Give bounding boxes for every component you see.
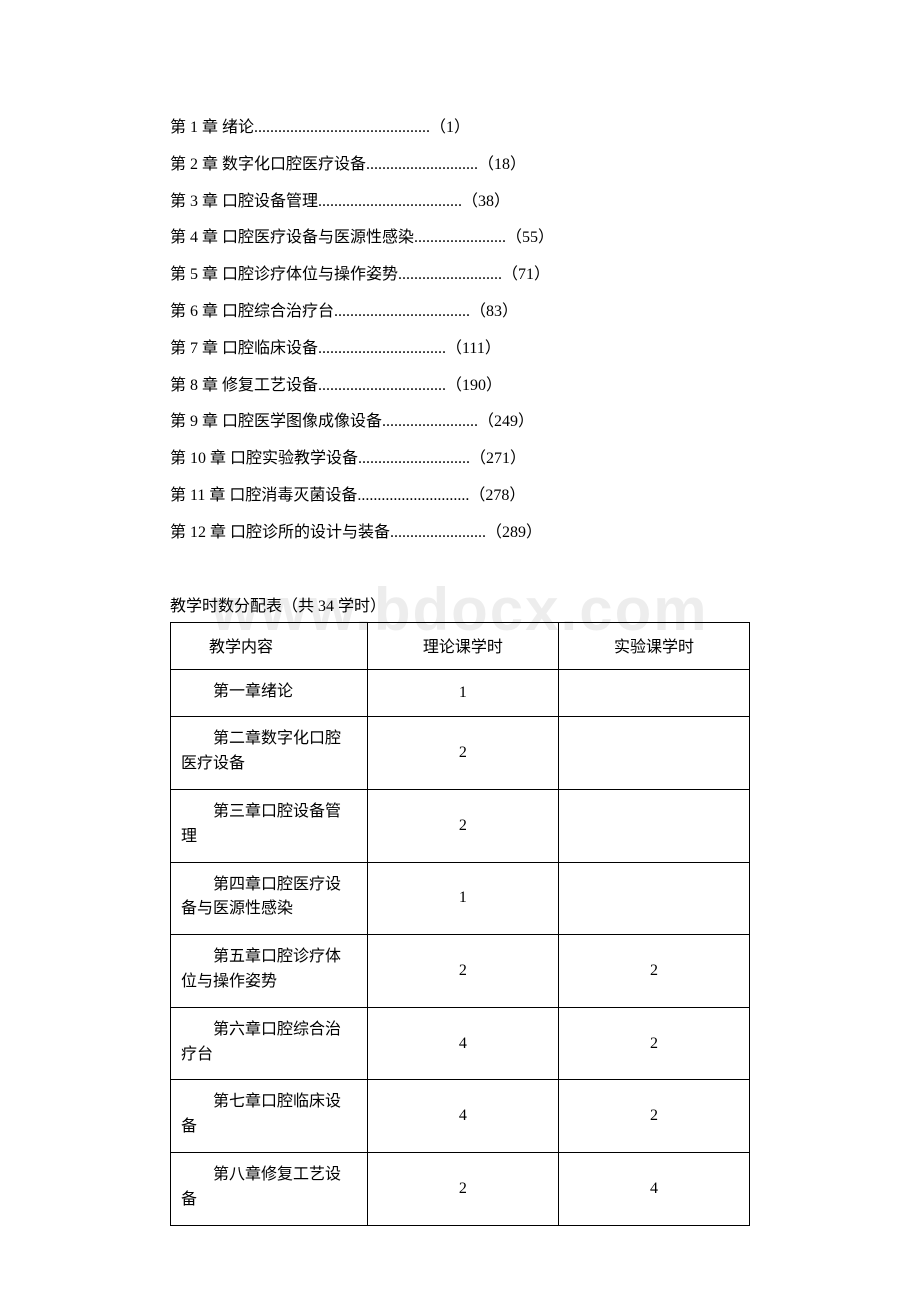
toc-dots: ................................ — [318, 340, 446, 357]
toc-line: 第 9 章 口腔医学图像成像设备........................… — [170, 404, 750, 441]
toc-label: 第 12 章 口腔诊所的设计与装备 — [170, 524, 390, 541]
document-page: www.bdocx.com 第 1 章 绪论..................… — [0, 0, 920, 1302]
cell-theory: 1 — [367, 669, 558, 717]
table-row: 第五章口腔诊疗体位与操作姿势 2 2 — [171, 935, 750, 1008]
section-gap — [170, 552, 750, 592]
toc-page: （71） — [502, 266, 550, 283]
toc-page: （271） — [470, 450, 526, 467]
table-caption: 教学时数分配表（共 34 学时） — [170, 592, 750, 616]
toc-page: （83） — [470, 303, 518, 320]
toc-page: （38） — [462, 193, 510, 210]
cell-lab — [558, 862, 749, 935]
cell-content: 第八章修复工艺设备 — [171, 1152, 368, 1225]
toc-label: 第 9 章 口腔医学图像成像设备 — [170, 413, 382, 430]
toc-line: 第 12 章 口腔诊所的设计与装备.......................… — [170, 515, 750, 552]
toc-label: 第 4 章 口腔医疗设备与医源性感染 — [170, 229, 414, 246]
cell-theory: 4 — [367, 1007, 558, 1080]
toc-label: 第 6 章 口腔综合治疗台 — [170, 303, 334, 320]
toc-page: （249） — [478, 413, 534, 430]
cell-content: 第三章口腔设备管理 — [171, 789, 368, 862]
toc-page: （111） — [446, 340, 501, 357]
cell-theory: 1 — [367, 862, 558, 935]
toc-dots: ........................ — [390, 524, 486, 541]
toc-line: 第 5 章 口腔诊疗体位与操作姿势.......................… — [170, 257, 750, 294]
toc-page: （289） — [486, 524, 542, 541]
table-row: 第三章口腔设备管理 2 — [171, 789, 750, 862]
cell-content-text: 第五章口腔诊疗体位与操作姿势 — [181, 945, 357, 995]
toc-label: 第 1 章 绪论 — [170, 119, 254, 136]
cell-content-text: 第八章修复工艺设备 — [181, 1163, 357, 1213]
toc-dots: .................................... — [318, 193, 462, 210]
toc-label: 第 3 章 口腔设备管理 — [170, 193, 318, 210]
toc-label: 第 8 章 修复工艺设备 — [170, 377, 318, 394]
header-lab: 实验课学时 — [558, 622, 749, 669]
cell-content: 第四章口腔医疗设备与医源性感染 — [171, 862, 368, 935]
toc-label: 第 11 章 口腔消毒灭菌设备 — [170, 487, 357, 504]
toc-dots: ........................................… — [254, 119, 430, 136]
cell-lab: 2 — [558, 1007, 749, 1080]
cell-theory: 2 — [367, 1152, 558, 1225]
toc-line: 第 11 章 口腔消毒灭菌设备.........................… — [170, 478, 750, 515]
toc-dots: ........................ — [382, 413, 478, 430]
cell-content-text: 第六章口腔综合治疗台 — [181, 1018, 357, 1068]
cell-lab — [558, 669, 749, 717]
cell-lab: 4 — [558, 1152, 749, 1225]
toc-page: （278） — [469, 487, 525, 504]
cell-content-text: 第一章绪论 — [181, 680, 357, 705]
cell-content: 第五章口腔诊疗体位与操作姿势 — [171, 935, 368, 1008]
toc-dots: ............................ — [357, 487, 469, 504]
toc-page: （1） — [430, 119, 470, 136]
toc-label: 第 10 章 口腔实验教学设备 — [170, 450, 358, 467]
cell-content: 第七章口腔临床设备 — [171, 1080, 368, 1153]
toc-dots: ............................ — [366, 156, 478, 173]
toc-line: 第 2 章 数字化口腔医疗设备.........................… — [170, 147, 750, 184]
toc-line: 第 8 章 修复工艺设备............................… — [170, 368, 750, 405]
cell-theory: 4 — [367, 1080, 558, 1153]
toc-page: （190） — [446, 377, 502, 394]
cell-content-text: 第二章数字化口腔医疗设备 — [181, 727, 357, 777]
table-row: 第四章口腔医疗设备与医源性感染 1 — [171, 862, 750, 935]
toc-line: 第 4 章 口腔医疗设备与医源性感染......................… — [170, 220, 750, 257]
cell-content: 第二章数字化口腔医疗设备 — [171, 717, 368, 790]
toc-line: 第 10 章 口腔实验教学设备.........................… — [170, 441, 750, 478]
table-of-contents: 第 1 章 绪论................................… — [170, 110, 750, 552]
toc-dots: .......................... — [398, 266, 502, 283]
toc-dots: .................................. — [334, 303, 470, 320]
hours-table: 教学内容 理论课学时 实验课学时 第一章绪论 1 第二章数字化口腔医疗设备 2 … — [170, 622, 750, 1226]
cell-lab: 2 — [558, 935, 749, 1008]
toc-line: 第 7 章 口腔临床设备............................… — [170, 331, 750, 368]
cell-lab: 2 — [558, 1080, 749, 1153]
toc-dots: ................................ — [318, 377, 446, 394]
cell-content-text: 第三章口腔设备管理 — [181, 800, 357, 850]
toc-page: （18） — [478, 156, 526, 173]
table-row: 第七章口腔临床设备 4 2 — [171, 1080, 750, 1153]
toc-dots: ............................ — [358, 450, 470, 467]
table-row: 第二章数字化口腔医疗设备 2 — [171, 717, 750, 790]
toc-line: 第 3 章 口腔设备管理............................… — [170, 184, 750, 221]
toc-line: 第 6 章 口腔综合治疗台...........................… — [170, 294, 750, 331]
table-header-row: 教学内容 理论课学时 实验课学时 — [171, 622, 750, 669]
header-content: 教学内容 — [171, 622, 368, 669]
cell-lab — [558, 789, 749, 862]
cell-theory: 2 — [367, 935, 558, 1008]
table-row: 第八章修复工艺设备 2 4 — [171, 1152, 750, 1225]
toc-dots: ....................... — [414, 229, 506, 246]
toc-label: 第 5 章 口腔诊疗体位与操作姿势 — [170, 266, 398, 283]
cell-content: 第六章口腔综合治疗台 — [171, 1007, 368, 1080]
toc-label: 第 7 章 口腔临床设备 — [170, 340, 318, 357]
cell-content-text: 第四章口腔医疗设备与医源性感染 — [181, 873, 357, 923]
cell-content: 第一章绪论 — [171, 669, 368, 717]
table-row: 第一章绪论 1 — [171, 669, 750, 717]
cell-lab — [558, 717, 749, 790]
toc-page: （55） — [506, 229, 554, 246]
table-row: 第六章口腔综合治疗台 4 2 — [171, 1007, 750, 1080]
header-theory: 理论课学时 — [367, 622, 558, 669]
cell-content-text: 第七章口腔临床设备 — [181, 1090, 357, 1140]
cell-theory: 2 — [367, 789, 558, 862]
toc-label: 第 2 章 数字化口腔医疗设备 — [170, 156, 366, 173]
toc-line: 第 1 章 绪论................................… — [170, 110, 750, 147]
cell-theory: 2 — [367, 717, 558, 790]
